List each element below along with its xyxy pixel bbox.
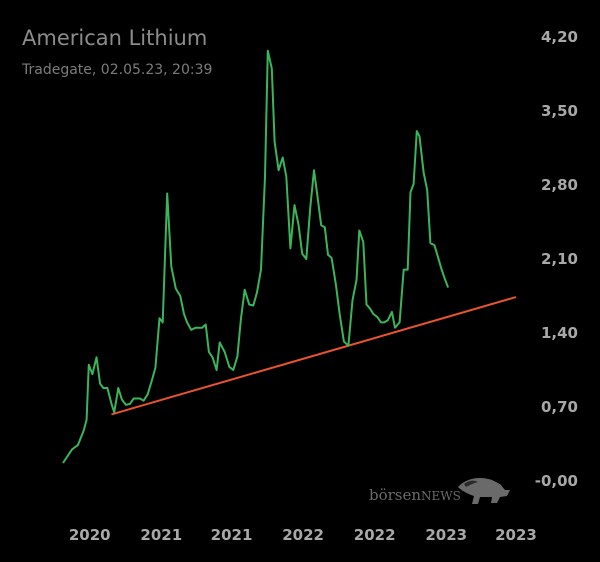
y-tick-label: 0,70: [541, 398, 578, 416]
y-tick-label: 4,20: [541, 28, 578, 46]
x-axis: 2020 2021 2021 2022 2022 2023 2023: [69, 526, 537, 544]
watermark-prefix: börsen: [369, 486, 421, 504]
y-axis: 4,20 3,50 2,80 2,10 1,40 0,70 -0,00: [535, 28, 578, 490]
x-tick-label: 2023: [425, 526, 467, 544]
x-tick-label: 2021: [211, 526, 253, 544]
x-tick-label: 2021: [140, 526, 182, 544]
chart-subtitle: Tradegate, 02.05.23, 20:39: [21, 62, 212, 78]
y-tick-label: 2,10: [541, 250, 578, 268]
watermark-suffix: NEWS: [421, 489, 461, 503]
y-tick-label: 3,50: [541, 102, 578, 120]
watermark: börsenNEWS: [369, 478, 510, 504]
y-tick-label: 1,40: [541, 324, 578, 342]
y-tick-label: 2,80: [541, 176, 578, 194]
y-tick-label: -0,00: [535, 472, 578, 490]
x-tick-label: 2023: [495, 526, 537, 544]
price-series-line: [62, 49, 450, 464]
series-group: [62, 49, 450, 464]
chart-title: American Lithium: [22, 26, 207, 50]
trend-line: [111, 296, 517, 416]
svg-text:börsenNEWS: börsenNEWS: [369, 486, 461, 504]
x-tick-label: 2022: [354, 526, 396, 544]
x-tick-label: 2022: [282, 526, 324, 544]
x-tick-label: 2020: [69, 526, 111, 544]
bull-icon: [458, 478, 510, 504]
